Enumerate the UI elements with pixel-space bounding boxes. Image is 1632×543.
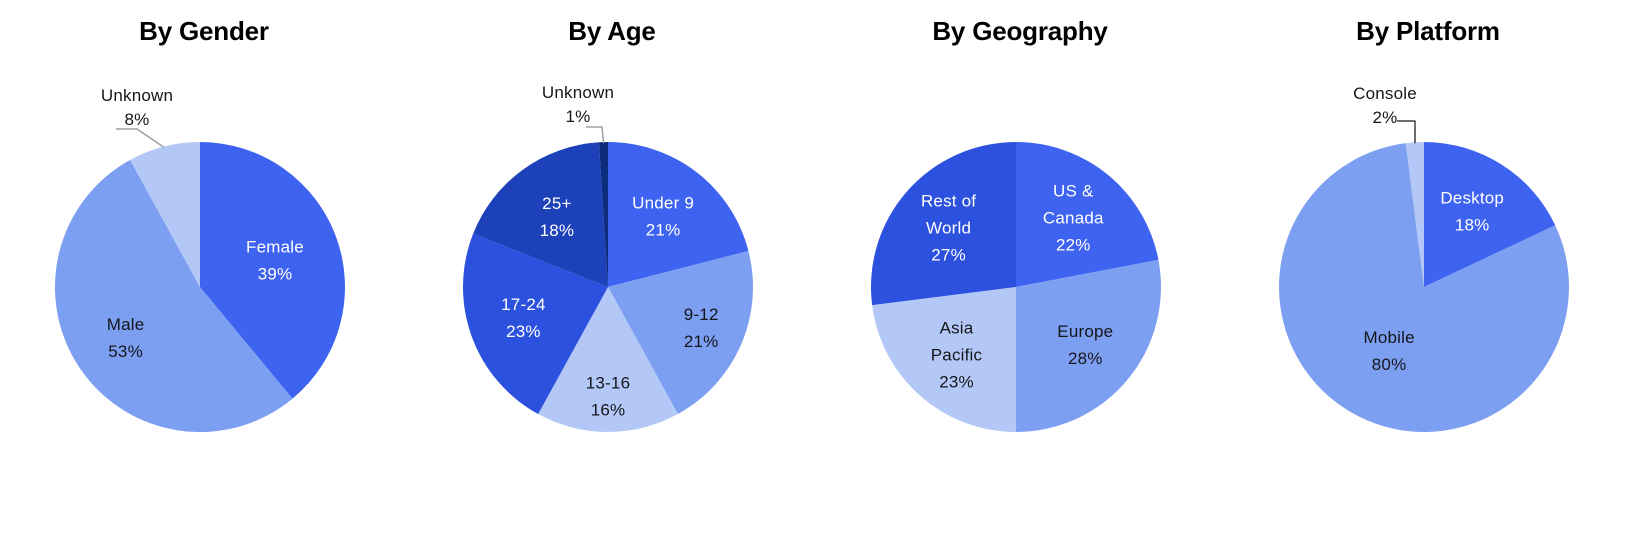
chart-title-by-platform: By Platform [1356,16,1500,46]
slice-label-europe: Europe 28% [1057,322,1113,368]
pie-by-platform: Desktop 18% Mobile 80% Console 2% [1224,0,1632,543]
slice-label-mobile: Mobile 80% [1363,328,1414,374]
leader-line-unknown [586,126,605,144]
chart-title-by-gender: By Gender [139,16,269,46]
pie-svg-by-gender: Female 39% Male 53% Unknown 8% [54,86,345,433]
outside-label-unknown: Unknown 1% [542,83,614,126]
outside-label-console: Console 2% [1353,84,1417,127]
outside-label-unknown: Unknown 8% [101,86,173,129]
pie-slice-unknown [598,142,608,287]
pie-svg-by-platform: Desktop 18% Mobile 80% Console 2% [1278,84,1569,432]
slice-label-desktop: Desktop 18% [1440,189,1504,235]
pie-slice-male [54,159,293,433]
pie-svg-by-age: Under 9 21% 9-12 21% 13-16 16% 17-24 23% 25+ 18% U… [462,83,753,432]
pie-slice-17-24 [462,233,608,415]
pie-by-geography: US & Canada 22% Europe 28% Asia Pacific 23% Rest… [816,0,1224,543]
slice-label-asia-pacific: Asia Pacific 23% [931,318,983,391]
pie-slice-us-canada [1016,142,1159,287]
chart-title-by-geography: By Geography [932,16,1108,46]
chart-by-age: By Age Under 9 21% 9-12 21% 13-16 16% 17-24 23%… [408,0,816,543]
pie-slice-13-16 [538,287,678,432]
pie-slice-asia-pacific [872,287,1016,432]
pie-slice-9-12 [608,250,753,415]
chart-title-by-age: By Age [568,16,656,46]
slice-label-us-canada: US & Canada 22% [1043,182,1104,255]
slice-label-9-12: 9-12 21% [684,305,719,351]
leader-line-unknown [116,128,165,149]
pie-by-gender: Female 39% Male 53% Unknown 8% [0,0,408,543]
pie-svg-by-geography: US & Canada 22% Europe 28% Asia Pacific 23% Rest… [870,142,1161,432]
pie-slice-console [1405,141,1424,287]
pie-slice-under-9 [608,142,749,287]
chart-by-platform: By Platform Desktop 18% Mobile 80% Console 2% [1224,0,1632,543]
chart-by-gender: By Gender Female 39% Male 53% Unknown 8% [0,0,408,543]
slice-label-25: 25+ 18% [540,194,575,240]
chart-by-geography: By Geography US & Canada 22% Europe 28% Asia P… [816,0,1224,543]
leader-line-console [1397,120,1416,144]
pie-slice-25 [473,142,608,287]
slice-label-female: Female 39% [246,238,304,284]
pie-slice-desktop [1424,142,1556,287]
pie-by-age: Under 9 21% 9-12 21% 13-16 16% 17-24 23% 25+ 18% U… [408,0,816,543]
pie-slice-europe [1016,259,1161,432]
pie-slice-unknown [130,142,200,287]
slice-label-13-16: 13-16 16% [586,373,630,419]
slice-label-male: Male 53% [107,315,145,361]
pie-slice-female [200,142,345,399]
pie-slice-mobile [1278,143,1569,432]
slice-label-rest-of-world: Rest of World 27% [921,192,976,265]
slice-label-17-24: 17-24 23% [501,295,545,341]
slice-label-under-9: Under 9 21% [632,194,694,240]
pie-slice-rest-of-world [870,142,1016,306]
